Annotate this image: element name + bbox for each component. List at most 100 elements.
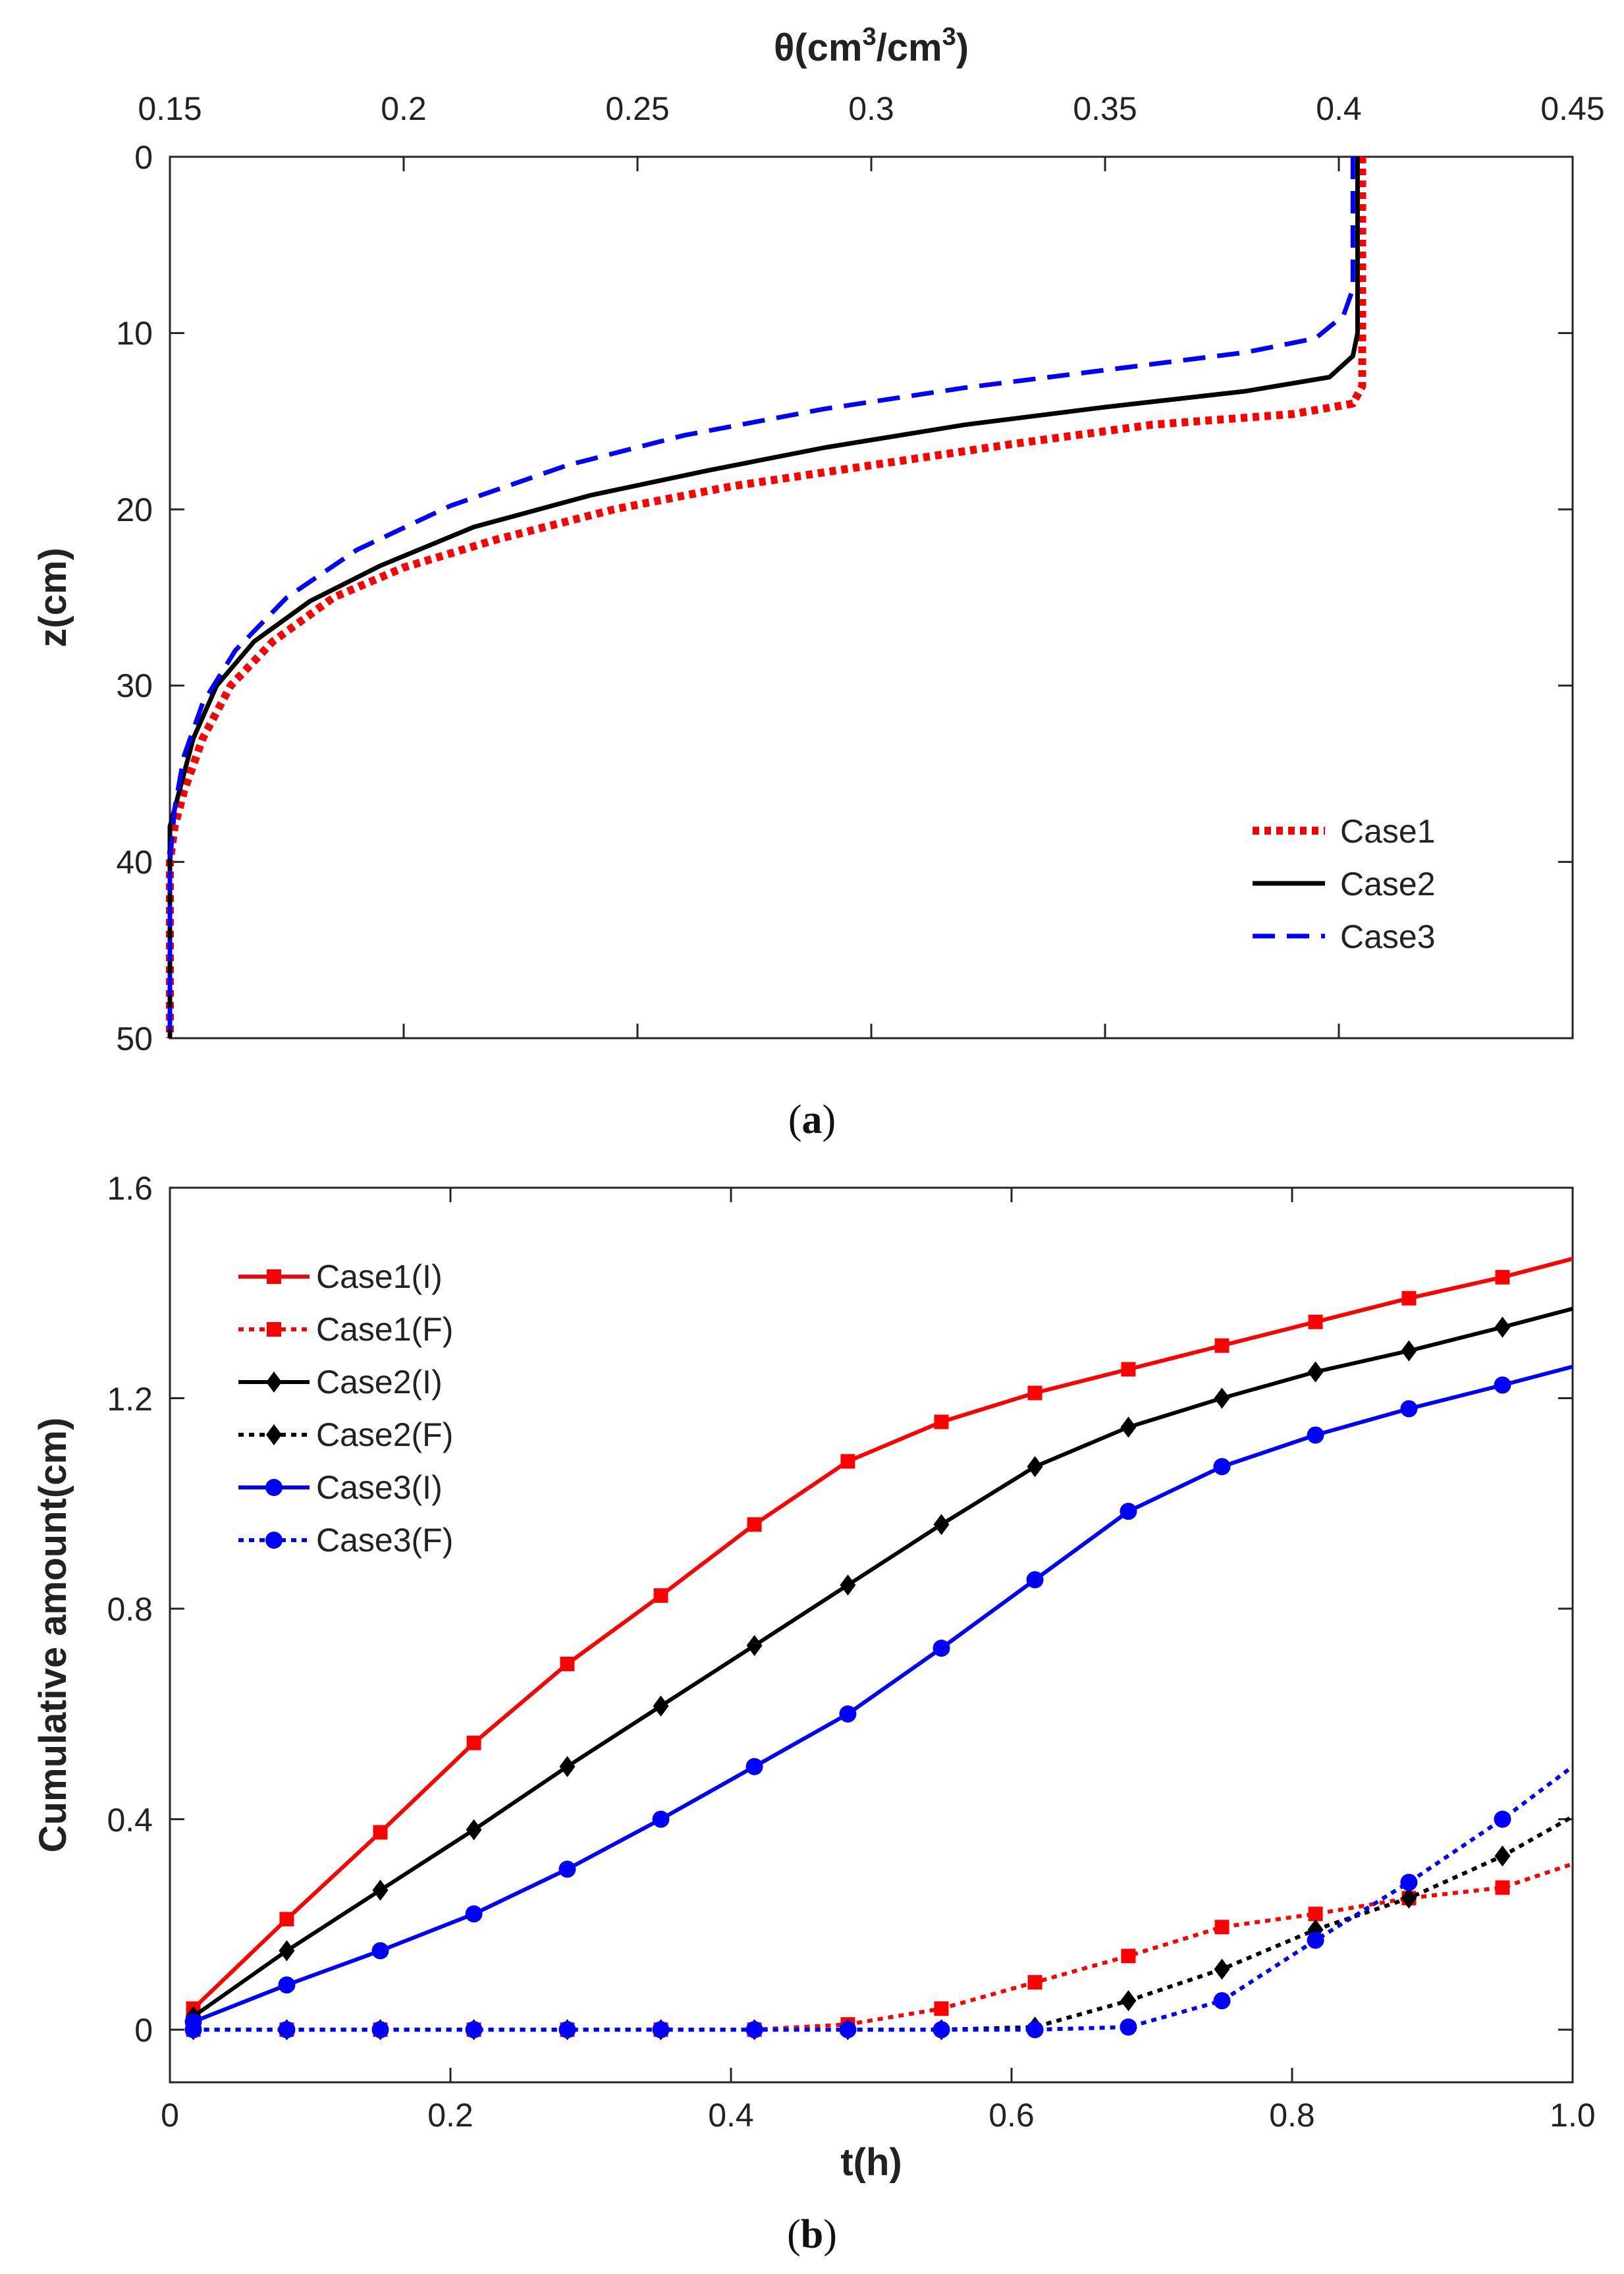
panel-label-a-text: a [802,1097,823,1142]
chart-a-ytick-label: 30 [116,667,153,704]
chart-b-ytick-label: 1.2 [107,1381,153,1418]
series-point-case1-i [840,1454,855,1469]
chart-a-ytick-label: 0 [134,139,153,176]
chart-a-xlabel-base: θ(cm [774,26,863,69]
chart-b-xtick-label: 0 [161,2097,179,2134]
series-point-case3-f [1120,2018,1137,2036]
chart-a-xlabel-sup: 3 [862,23,876,51]
series-line-case1-i [192,1256,1573,2011]
chart-b-plot-area [169,1186,1574,2084]
chart-a-xlabel: θ(cm3/cm3) [774,23,969,69]
chart-b-ylabel: Cumulative amount(cm) [32,1418,74,1853]
chart-a-xlabel-mid: /cm [877,26,942,69]
chart-b-xtick-label: 1.0 [1550,2097,1596,2134]
series-point-case3-f [745,2021,763,2039]
series-point-case3-f [1400,1873,1418,1891]
series-point-case3-f [839,2021,857,2039]
legend-label-case3-i: Case3(I) [316,1469,443,1506]
series-line-case3-f [193,1765,1574,2032]
legend-marker-case1-i [267,1269,281,1284]
series-point-case3-f [1494,1810,1511,1828]
series-point-case1-i [934,1414,949,1429]
chart-b-ytick-label: 0.8 [107,1591,153,1628]
chart-a: 0.15 0.2 0.25 0.3 0.35 0.4 0.45 0 10 20 … [32,23,1605,1142]
series-point-case2-i [1401,1340,1417,1362]
chart-b-ytick-label: 0.4 [107,1802,153,1839]
series-point-case1-f [1027,1975,1042,1990]
chart-a-plot-area [169,155,1574,1040]
series-point-case3-i [1026,1571,1044,1589]
series-point-case3-f [465,2021,483,2039]
series-point-case3-i [371,1942,389,1960]
chart-a-xtick-label: 0.4 [1316,90,1362,127]
series-point-case1-i [560,1656,575,1671]
chart-a-ticks [169,155,1574,1040]
legend-label-case3: Case3 [1340,918,1436,955]
series-point-case2-f [1401,1887,1417,1909]
series-line-case2-i [192,1306,1573,2018]
series-line-case3 [167,157,1355,1038]
series-point-case2-f [1214,1958,1230,1980]
legend-label-case3-f: Case3(F) [316,1522,453,1559]
chart-a-xtick-label: 0.25 [605,90,669,127]
series-point-case2-i [466,1819,482,1841]
chart-a-ytick-label: 50 [116,1020,153,1057]
legend-marker-case2-i [266,1372,282,1393]
series-point-case3-f [1213,1992,1231,2010]
series-line-case3-i [192,1364,1573,2024]
series-point-case3-i [933,1639,950,1657]
series-point-case1-i [279,1912,294,1927]
chart-a-ytick-label: 10 [116,315,153,352]
series-point-case2-i [1214,1387,1230,1409]
series-point-case3-i [1120,1503,1137,1520]
series-point-case3-f [933,2021,950,2039]
series-point-case1-f [1214,1920,1230,1935]
chart-a-ytick-label: 20 [116,491,153,528]
series-point-case3-f [278,2021,296,2039]
chart-a-ytick-label: 40 [116,844,153,881]
legend-label-case1: Case1 [1340,813,1436,850]
series-point-case3-f [371,2021,389,2039]
panel-label-a: (a) [788,1097,836,1142]
series-point-case2-f [1120,1990,1137,2012]
chart-b-xtick-label: 0.8 [1269,2097,1315,2134]
series-point-case1-i [1495,1269,1510,1285]
series-point-case3-i [558,1860,576,1878]
series-point-case1-i [466,1735,481,1750]
series-point-case3-i [839,1705,857,1723]
series-point-case2-f [1494,1845,1511,1867]
chart-a-series [166,157,1367,1038]
series-point-case3-i [1307,1426,1324,1444]
series-point-case1-f [934,2001,949,2016]
legend-marker-case3-f [265,1532,283,1549]
series-point-case2-i [653,1695,669,1717]
series-point-case3-i [278,1976,296,1994]
chart-b-xtick-label: 0.6 [988,2097,1035,2134]
series-point-case1-i [373,1825,388,1840]
series-point-case2-i [933,1514,950,1536]
series-line-case1 [166,157,1367,1038]
legend-label-case2-i: Case2(I) [316,1364,443,1400]
series-point-case1-f [1308,1906,1323,1922]
series-point-case3-f [1026,2021,1044,2039]
panel-label-b-open: ( [787,2212,801,2257]
legend-label-case2-f: Case2(F) [316,1416,453,1453]
series-point-case1-i [1401,1290,1417,1306]
chart-a-xtick-label: 0.35 [1073,90,1137,127]
panel-label-b-close: ) [823,2212,837,2257]
panel-label-b: (b) [787,2212,837,2257]
series-point-case1-i [1214,1338,1230,1353]
chart-b: 0 0.2 0.4 0.6 0.8 1.0 0 0.4 0.8 1.2 1.6 … [32,1170,1596,2257]
panel-label-b-text: b [801,2212,823,2257]
series-point-case1-i [747,1517,762,1532]
series-point-case3-i [745,1758,763,1775]
chart-a-xtick-label: 0.2 [381,90,427,127]
series-point-case1-i [1027,1385,1042,1400]
series-point-case3-i [1213,1458,1231,1476]
chart-b-ytick-label: 1.6 [107,1170,153,1207]
series-point-case1-i [1121,1362,1136,1377]
series-point-case3-f [652,2021,670,2039]
chart-a-xlabel-sup2: 3 [942,23,956,51]
chart-b-series [184,1256,1574,2041]
